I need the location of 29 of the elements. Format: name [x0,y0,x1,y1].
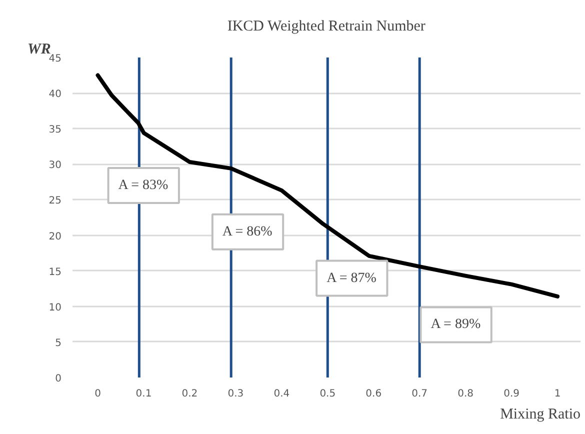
y-tick-label: 45 [48,54,62,64]
y-axis-title: WR [28,42,51,58]
y-tick-label: 15 [48,266,62,278]
annotation: A = 86% [222,224,273,240]
x-tick-label: 0.5 [320,388,336,400]
y-tick-label: 10 [48,302,62,314]
x-tick-label: 0.2 [182,388,198,400]
x-tick-label: 0.6 [366,388,382,400]
y-tick-label: 30 [48,160,62,172]
y-tick-label: 40 [48,89,62,100]
x-tick-label: 0.9 [504,388,520,400]
y-tick-label: 20 [48,231,62,242]
x-tick-label: 0.7 [412,388,428,400]
x-tick-label: 0.3 [228,388,244,400]
chart-title: IKCD Weighted Retrain Number [227,18,426,34]
x-tick-label: 1 [554,388,561,400]
y-tick-label: 25 [48,196,62,207]
x-tick-label: 0.8 [458,388,474,400]
annotation: A = 87% [326,270,377,286]
line-series [96,73,560,298]
x-tick-label: 0.4 [274,388,290,400]
annotation: A = 83% [118,178,169,193]
x-axis-title: Mixing Ratio [500,406,580,422]
x-tick-label: 0.1 [136,388,152,400]
y-tick-label: 5 [55,338,62,349]
annotation: A = 89% [430,317,481,332]
y-tick-label: 0 [55,374,62,384]
y-tick-label: 35 [48,124,62,136]
x-tick-label: 0 [94,388,101,400]
